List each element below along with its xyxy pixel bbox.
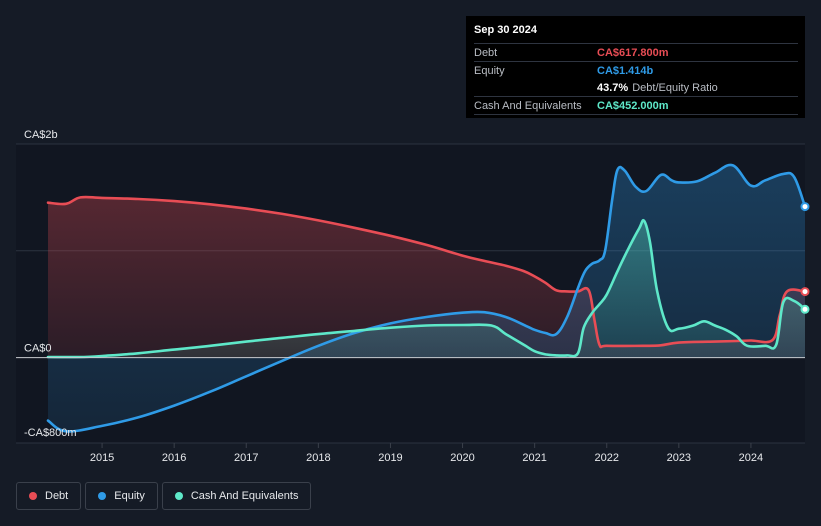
tooltip-debt-label: Debt bbox=[474, 46, 498, 59]
tooltip-cash-label: Cash And Equivalents bbox=[474, 99, 582, 112]
tooltip-equity-label: Equity bbox=[474, 64, 505, 77]
tooltip-row-cash: Cash And Equivalents CA$452.000m bbox=[474, 96, 798, 115]
end-dot-cash-and-equivalents bbox=[800, 304, 810, 314]
series-end-markers bbox=[800, 202, 810, 314]
series-lines bbox=[46, 163, 807, 433]
x-tick-label: 2018 bbox=[306, 452, 330, 464]
tooltip-date: Sep 30 2024 bbox=[474, 24, 537, 36]
x-tick-label: 2019 bbox=[378, 452, 402, 464]
x-tick-label: 2016 bbox=[162, 452, 186, 464]
area-debt bbox=[48, 196, 805, 358]
y-tick-label: CA$0 bbox=[24, 343, 52, 355]
series-areas bbox=[48, 164, 805, 432]
area-equity bbox=[48, 164, 805, 432]
chart-legend: Debt Equity Cash And Equivalents bbox=[16, 482, 312, 510]
end-dot-debt bbox=[800, 287, 810, 297]
area-cash-and-equivalents bbox=[48, 220, 805, 358]
debt-dot-icon bbox=[29, 492, 37, 500]
y-tick-label: -CA$800m bbox=[24, 427, 77, 439]
line-equity bbox=[46, 163, 807, 433]
line-debt bbox=[46, 195, 807, 349]
equity-dot-icon bbox=[98, 492, 107, 500]
y-axis-labels: CA$2b CA$0 -CA$800m bbox=[24, 129, 77, 439]
legend-item-debt[interactable]: Debt bbox=[16, 482, 82, 510]
x-tick-label: 2021 bbox=[522, 452, 546, 464]
legend-label-debt: Debt bbox=[45, 490, 69, 502]
end-dot-equity bbox=[800, 202, 810, 212]
tooltip-row-debt: Debt CA$617.800m bbox=[474, 43, 798, 61]
x-tick-label: 2020 bbox=[450, 452, 474, 464]
legend-item-cash[interactable]: Cash And Equivalents bbox=[161, 482, 312, 510]
tooltip-ratio-value: 43.7% bbox=[597, 81, 629, 94]
cash-dot-icon bbox=[174, 492, 183, 500]
tooltip-debt-value: CA$617.800m bbox=[597, 46, 669, 59]
legend-item-equity[interactable]: Equity bbox=[85, 482, 158, 510]
y-tick-label: CA$2b bbox=[24, 129, 58, 141]
legend-label-cash: Cash And Equivalents bbox=[190, 490, 299, 502]
tooltip-panel: Sep 30 2024 Debt CA$617.800m Equity CA$1… bbox=[466, 16, 805, 118]
legend-label-equity: Equity bbox=[114, 490, 145, 502]
tooltip-row-ratio: 43.7% Debt/Equity Ratio bbox=[474, 79, 798, 96]
x-tick-label: 2023 bbox=[667, 452, 691, 464]
line-cash-and-equivalents bbox=[46, 218, 807, 359]
tooltip-ratio-label: Debt/Equity Ratio bbox=[632, 81, 718, 94]
x-tick-label: 2024 bbox=[739, 452, 763, 464]
tooltip-row-equity: Equity CA$1.414b bbox=[474, 61, 798, 79]
x-tick-label: 2015 bbox=[90, 452, 114, 464]
x-tick-label: 2022 bbox=[594, 452, 618, 464]
tooltip-cash-value: CA$452.000m bbox=[597, 99, 669, 112]
x-axis-labels: 2015 2016 2017 2018 2019 2020 2021 2022 2023 2024 bbox=[90, 452, 763, 464]
x-tick-label: 2017 bbox=[234, 452, 258, 464]
tooltip-equity-value: CA$1.414b bbox=[597, 64, 654, 77]
